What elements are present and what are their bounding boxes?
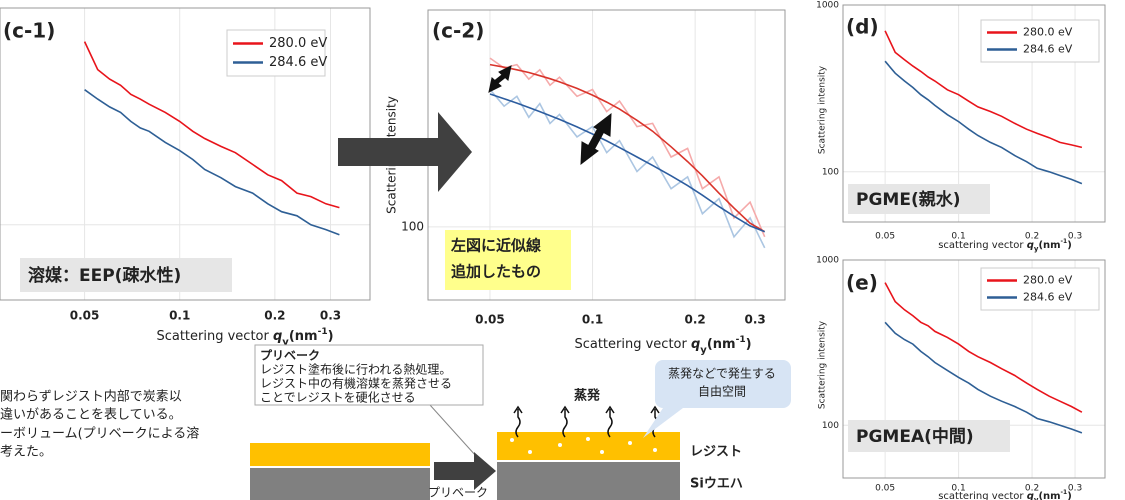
y-tick-label: 1000	[816, 256, 839, 266]
annotation-text: PGME(親水)	[856, 189, 960, 210]
dot	[628, 441, 632, 445]
evaporation-label: 蒸発	[574, 388, 601, 404]
legend-label: 280.0 eV	[269, 36, 327, 51]
x-axis-label-part: q	[1027, 240, 1034, 251]
x-axis-label-part: -1	[318, 327, 328, 337]
x-axis-label: Scattering vector qy(nm-1)	[156, 327, 333, 348]
y-tick-label: 100	[822, 167, 839, 177]
x-tick-label: 0.3	[320, 309, 341, 323]
x-axis-label-part: )	[1067, 491, 1072, 500]
x-axis-label-part: q	[1027, 491, 1034, 500]
x-axis-label-part: q	[691, 337, 700, 352]
y-tick-label: 100	[401, 219, 424, 233]
x-tick-label: 0.05	[875, 484, 895, 494]
bubble-line: 蒸発などで発生する	[668, 367, 776, 381]
x-tick-label: 0.1	[582, 313, 603, 327]
x-tick-label: 0.05	[475, 313, 505, 327]
dot	[528, 450, 532, 454]
legend-label: 280.0 eV	[1023, 274, 1073, 287]
prebake-arrow	[434, 452, 496, 490]
x-axis-label-part: )	[746, 337, 752, 352]
y-axis-label: Scattering intensity	[818, 65, 828, 154]
legend-label: 284.6 eV	[1023, 291, 1073, 304]
x-tick-label: 0.1	[169, 309, 190, 323]
y-tick-label: 100	[822, 421, 839, 431]
x-axis-label-part: (nm	[1038, 491, 1060, 500]
notes: 関わらずレジスト内部で炭素以 違いがあることを表している。 ーボリューム(プリベ…	[0, 389, 199, 460]
legend-label: 284.6 eV	[269, 55, 327, 70]
dot	[586, 437, 590, 441]
panel-label: (d)	[846, 15, 879, 39]
dot	[600, 450, 604, 454]
annotation-text: 左図に近似線	[450, 237, 541, 255]
x-axis-label: scattering vector qy(nm-1)	[938, 238, 1072, 253]
annotation-text: 追加したもの	[451, 263, 541, 281]
note-line: 違いがあることを表している。	[0, 408, 182, 423]
x-axis-label-part: -1	[736, 335, 746, 345]
legend-label: 284.6 eV	[1023, 43, 1073, 56]
dot	[653, 448, 657, 452]
x-axis-label: Scattering vector qy(nm-1)	[574, 335, 751, 356]
panel-label: (e)	[846, 271, 878, 295]
note-line: ーボリューム(プリベークによる溶	[0, 427, 199, 442]
x-axis-label-part: scattering vector	[938, 491, 1026, 500]
panel-label: (c-2)	[432, 19, 484, 43]
resist-label: レジスト	[690, 445, 742, 460]
callout-title: プリベーク	[260, 348, 320, 363]
note-line: 関わらずレジスト内部で炭素以	[0, 389, 182, 405]
dot	[510, 438, 514, 442]
x-axis-label-part: (nm	[1038, 240, 1060, 251]
callout-line: レジスト中の有機溶媒を蒸発させる	[260, 376, 452, 391]
x-axis-label-part: )	[1067, 240, 1072, 251]
x-axis-label-part: )	[328, 329, 334, 344]
callout-leader	[430, 405, 476, 456]
callout-line: ことでレジストを硬化させる	[260, 391, 416, 405]
callout-line: レジスト塗布後に行われる熱処理。	[260, 362, 451, 377]
wafer-layer	[250, 468, 430, 500]
x-tick-label: 0.05	[70, 309, 100, 323]
dot	[558, 443, 562, 447]
x-tick-label: 0.05	[875, 232, 895, 242]
charts: 0.05 0.1 0.2 0.3 100 Scattering vector qy(nm-…	[0, 1, 1105, 500]
page: 0.05 0.1 0.2 0.3 100 Scattering vector qy(nm-…	[0, 0, 1125, 500]
x-tick-label: 0.2	[264, 309, 285, 323]
bubble-line: 自由空間	[698, 385, 746, 399]
x-axis-label-part: q	[273, 329, 282, 344]
annotation-text: 溶媒：EEP(疎水性)	[28, 265, 181, 286]
y-axis-label: Scattering intensity	[818, 320, 828, 409]
note-line: 考えた。	[0, 445, 52, 460]
chart-panel: 0.050.10.20.3100Scattering vector qy(nm-…	[0, 8, 370, 348]
x-tick-label: 0.3	[745, 313, 766, 327]
x-axis-label: scattering vector qy(nm-1)	[938, 489, 1072, 500]
wafer-label: Siウエハ	[690, 477, 743, 492]
x-tick-label: 0.2	[685, 313, 706, 327]
x-axis-label-part: -1	[1061, 238, 1068, 245]
annotation-text: PGMEA(中間)	[856, 426, 974, 447]
x-axis-label-part: (nm	[707, 337, 736, 352]
x-axis-label-part: -1	[1061, 489, 1068, 496]
resist-layer	[497, 432, 680, 460]
prebake-label: プリベーク	[428, 486, 488, 500]
x-axis-label-part: (nm	[289, 329, 318, 344]
wafer-layer	[497, 462, 680, 500]
resist-layer	[250, 443, 430, 466]
y-tick-label: 1000	[816, 1, 839, 11]
x-axis-label-part: Scattering vector	[156, 329, 273, 344]
x-axis-label-part: Scattering vector	[574, 337, 691, 352]
legend-label: 280.0 eV	[1023, 26, 1073, 39]
panel-label: (c-1)	[3, 19, 55, 43]
x-axis-label-part: scattering vector	[938, 240, 1026, 251]
